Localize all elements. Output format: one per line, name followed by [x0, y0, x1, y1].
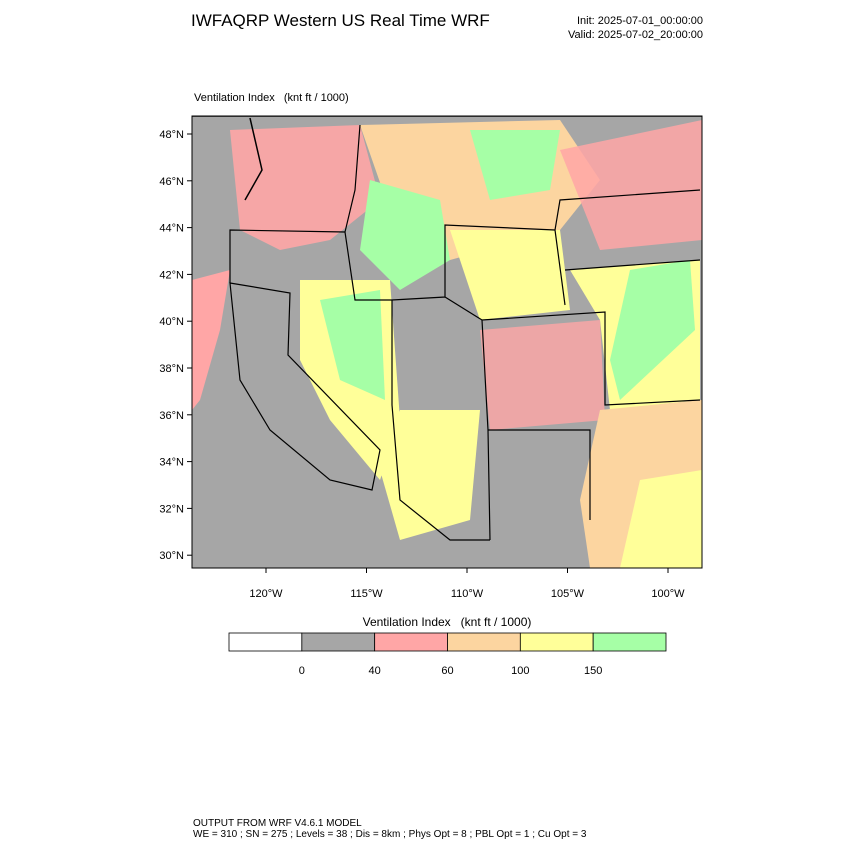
colorbar-swatch	[519, 632, 594, 652]
colorbar-swatch	[447, 632, 521, 652]
lat-tick-label: 44°N	[159, 223, 184, 235]
lat-tick-label: 48°N	[159, 129, 184, 141]
coastline	[192, 116, 702, 201]
field-patch	[192, 270, 230, 410]
lat-tick-label: 30°N	[159, 550, 184, 562]
lat-tick-label: 38°N	[159, 363, 184, 375]
state-border	[229, 124, 701, 541]
lat-tick-label: 40°N	[159, 316, 184, 328]
colorbar-swatch	[592, 632, 667, 652]
lat-tick-label: 34°N	[159, 457, 184, 469]
footer-line: WE = 310 ; SN = 275 ; Levels = 38 ; Dis …	[193, 829, 587, 840]
field-patch	[230, 125, 380, 250]
colorbar-label: 0	[299, 665, 305, 677]
field-patch	[360, 180, 450, 290]
valid-time: Valid: 2025-07-02_20:00:00	[568, 29, 703, 41]
field-patch	[320, 290, 385, 400]
plot-label: Ventilation Index (knt ft / 1000)	[194, 92, 349, 104]
lon-tick-label: 115°W	[350, 588, 383, 600]
colorbar-title: Ventilation Index (knt ft / 1000)	[363, 615, 532, 629]
map-frame	[191, 115, 703, 569]
lat-tick-label: 42°N	[159, 269, 184, 281]
lon-tick-label: 105°W	[551, 588, 585, 600]
lon-tick-label: 120°W	[249, 588, 283, 600]
field-patch	[380, 410, 480, 540]
field-patch	[620, 470, 702, 568]
field-patch	[470, 130, 560, 200]
map-field	[192, 116, 702, 568]
colorbar-label: 60	[441, 665, 453, 677]
colorbar-swatch	[374, 632, 448, 652]
colorbar-swatch	[301, 632, 376, 652]
lon-tick-label: 100°W	[651, 588, 685, 600]
footer-line: OUTPUT FROM WRF V4.6.1 MODEL	[193, 818, 362, 829]
colorbar-label: 40	[369, 665, 381, 677]
field-patch	[610, 260, 695, 400]
field-patch	[450, 230, 570, 320]
colorbar-label: 100	[511, 665, 529, 677]
state-border	[229, 282, 381, 491]
lon-tick-label: 110°W	[451, 588, 484, 600]
init-time: Init: 2025-07-01_00:00:00	[577, 15, 703, 27]
title: IWFAQRP Western US Real Time WRF	[191, 11, 490, 30]
colorbar-swatch	[228, 632, 303, 652]
lat-tick-label: 46°N	[159, 176, 184, 188]
lat-tick-label: 36°N	[159, 410, 184, 422]
field-patch	[560, 120, 702, 250]
lat-tick-label: 32°N	[159, 503, 184, 515]
colorbar-label: 150	[584, 665, 602, 677]
field-patch	[480, 320, 605, 430]
